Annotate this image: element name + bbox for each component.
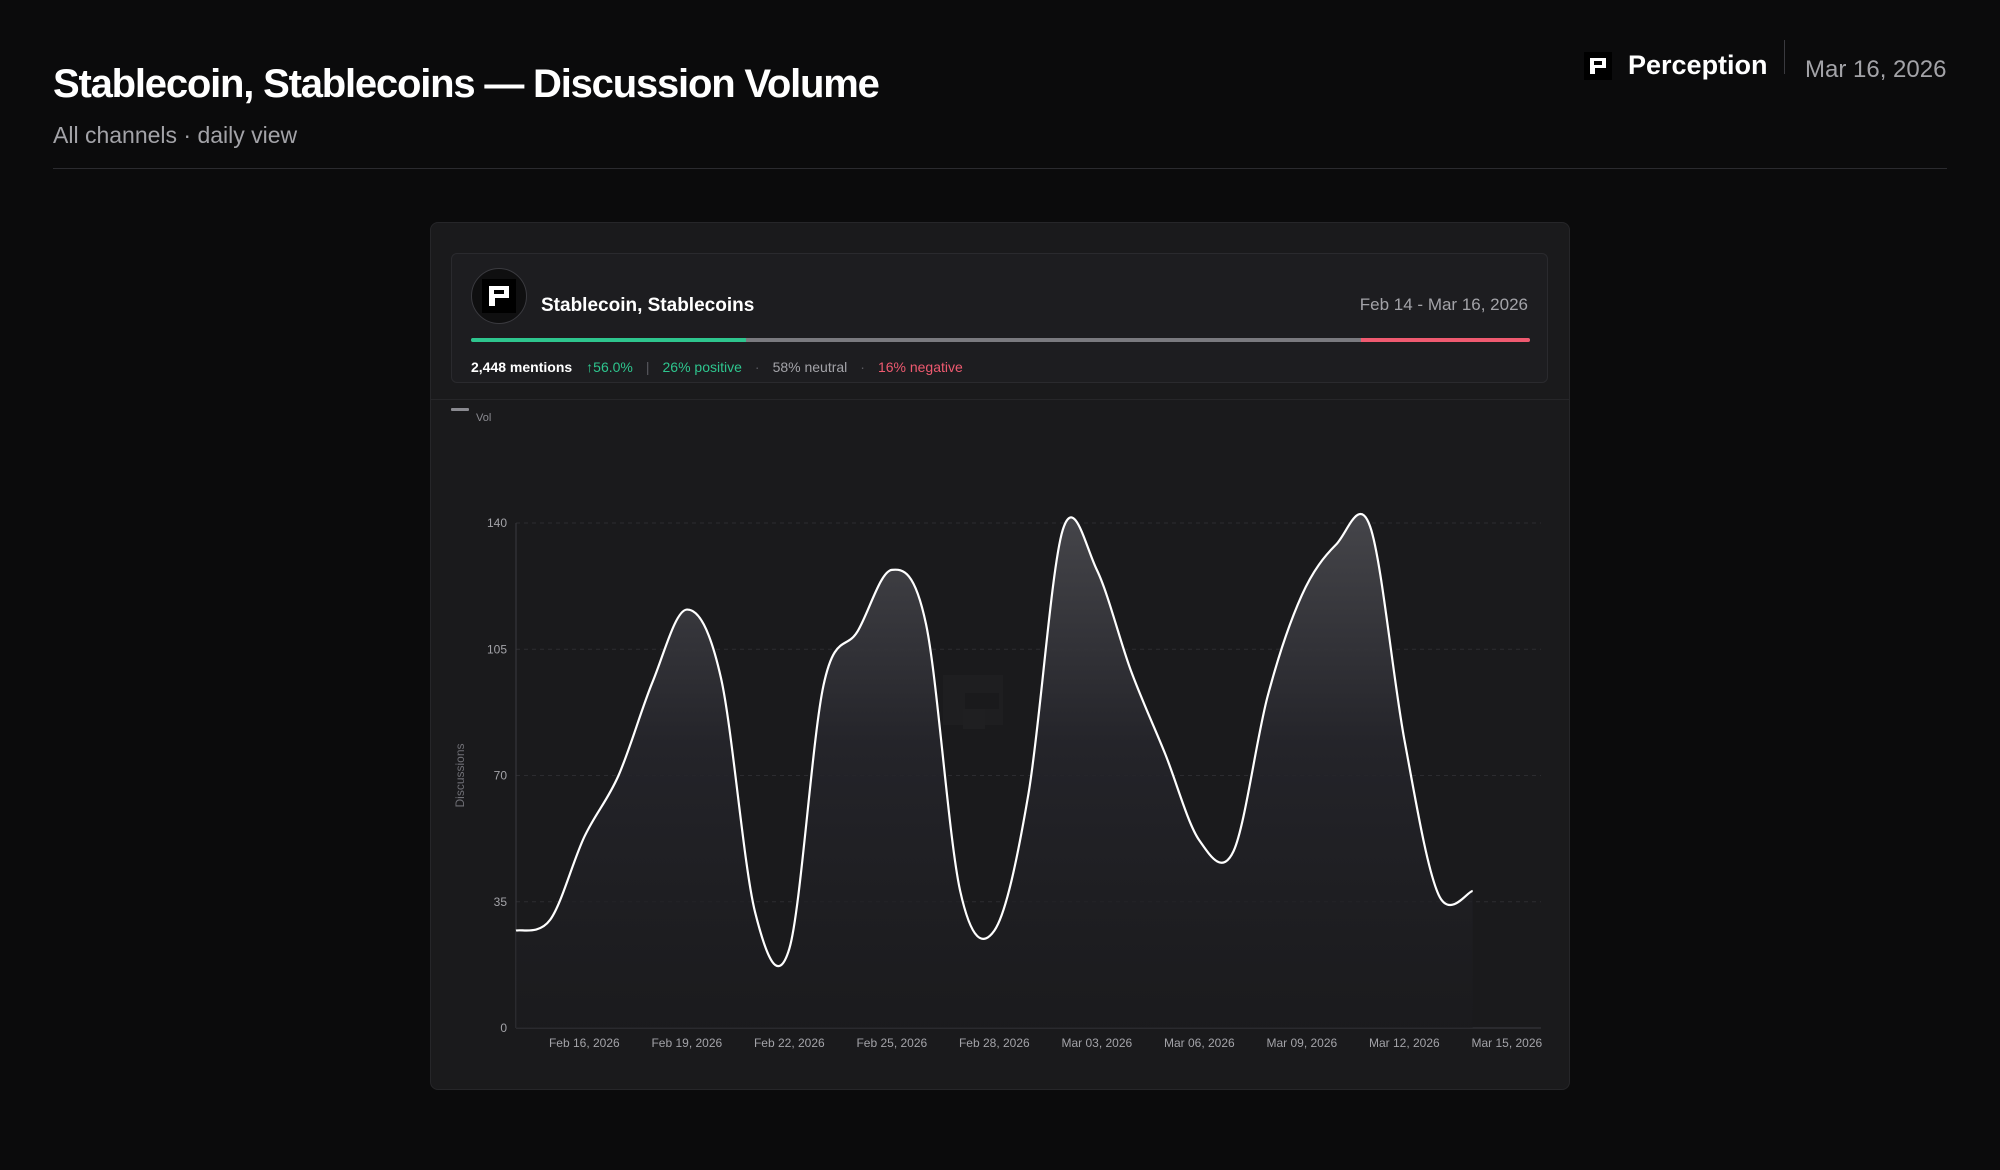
chart-legend: Vol: [451, 408, 491, 424]
report-date: Mar 16, 2026: [1805, 56, 1947, 83]
y-tick-label: 35: [494, 895, 508, 909]
brand-name: Perception: [1628, 50, 1768, 80]
y-tick-label: 140: [487, 516, 507, 530]
volume-chart: Vol 0 35 70 105 140 Feb 16, 2026 Feb 19, 2026…: [451, 408, 1543, 1050]
chart-series: [515, 512, 1474, 1028]
sentiment-bar: [471, 338, 1530, 342]
topic-summary: Stablecoin, Stablecoins Feb 14 - Mar 16,…: [451, 253, 1548, 383]
positive-label: 26% positive: [662, 359, 742, 375]
growth-badge: ↑56.0%: [586, 359, 633, 375]
header-rule: [53, 168, 1947, 169]
x-tick-label: Mar 15, 2026: [1471, 1036, 1542, 1050]
stat-separator: ·: [754, 359, 760, 375]
x-tick-label: Feb 19, 2026: [651, 1036, 722, 1050]
x-tick-label: Mar 03, 2026: [1061, 1036, 1132, 1050]
card-divider: [431, 399, 1569, 400]
x-tick-label: Feb 22, 2026: [754, 1036, 825, 1050]
legend-swatch: [451, 408, 469, 411]
perception-logo-icon: [482, 279, 516, 313]
y-tick-label: 70: [494, 769, 508, 783]
y-axis-label: Discussions: [453, 743, 467, 807]
neutral-label: 58% neutral: [772, 359, 848, 375]
perception-logo-icon: [1584, 51, 1612, 80]
x-tick-label: Feb 28, 2026: [959, 1036, 1030, 1050]
topic-date-range: Feb 14 - Mar 16, 2026: [1359, 295, 1528, 314]
y-tick-label: 105: [487, 642, 507, 656]
x-tick-label: Mar 06, 2026: [1164, 1036, 1235, 1050]
x-axis-ticks: Feb 16, 2026 Feb 19, 2026 Feb 22, 2026 Feb …: [549, 1036, 1543, 1050]
topic-stats: 2,448 mentions ↑56.0% | 26% positive · 5…: [471, 359, 963, 375]
mentions-count: 2,448 mentions: [471, 359, 573, 375]
x-tick-label: Feb 16, 2026: [549, 1036, 620, 1050]
sentiment-positive-segment: [471, 338, 747, 342]
stat-separator: |: [645, 359, 650, 375]
y-axis-ticks: 0 35 70 105 140: [487, 516, 507, 1035]
brand: Perception: [1584, 50, 1768, 81]
legend-label: Vol: [476, 412, 491, 424]
x-tick-label: Feb 25, 2026: [856, 1036, 927, 1050]
sentiment-negative-segment: [1360, 338, 1530, 342]
page-subtitle: All channels · daily view: [53, 122, 298, 148]
negative-label: 16% negative: [877, 359, 963, 375]
series-line-vol: [515, 512, 1474, 968]
watermark-logo-icon: [943, 675, 1003, 729]
header-divider: [1784, 40, 1785, 74]
topic-avatar: [471, 268, 527, 324]
chart-card: Stablecoin, Stablecoins Feb 14 - Mar 16,…: [430, 222, 1570, 1090]
stat-separator: ·: [860, 359, 865, 375]
x-tick-label: Mar 12, 2026: [1369, 1036, 1440, 1050]
x-tick-label: Mar 09, 2026: [1266, 1036, 1337, 1050]
series-area-vol: [516, 513, 1473, 1028]
y-tick-label: 0: [500, 1021, 507, 1035]
page-title: Stablecoin, Stablecoins — Discussion Vol…: [53, 62, 880, 106]
sentiment-neutral-segment: [746, 338, 1361, 342]
topic-name: Stablecoin, Stablecoins: [541, 295, 755, 316]
